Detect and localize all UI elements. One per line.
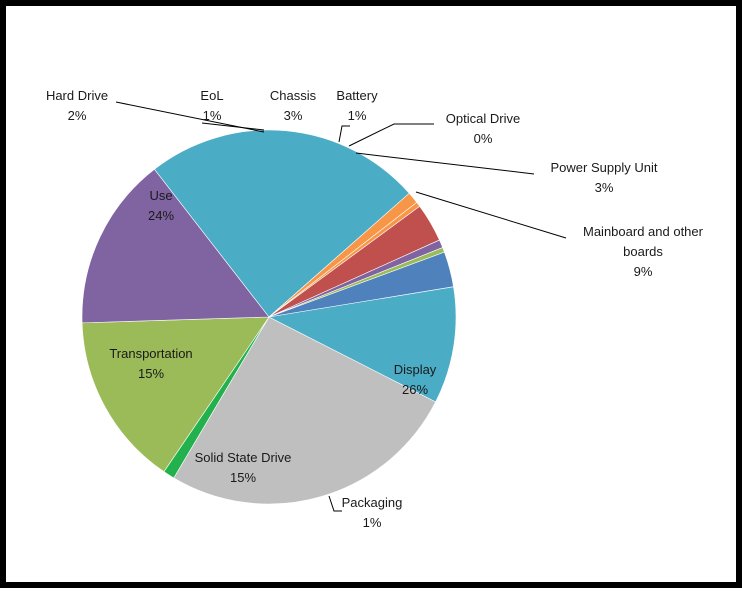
leader-line-packaging (328, 495, 342, 512)
value-label-chassis: 3% (284, 108, 303, 123)
pie-slice-use (153, 129, 410, 318)
data-label-eol: EoL 1% (200, 88, 223, 123)
value-label-optical-drive: 0% (474, 131, 493, 146)
category-label-chassis: Chassis (270, 88, 317, 103)
category-label-eol: EoL (200, 88, 223, 103)
category-label-solid-state-drive: Solid State Drive (195, 450, 292, 465)
value-label-mainboard-and-other-boards: 9% (634, 264, 653, 279)
data-label-transportation: Transportation 15% (109, 346, 192, 381)
value-label-display: 26% (402, 382, 428, 397)
value-label-use: 24% (148, 208, 174, 223)
category-label-power-supply-unit: Power Supply Unit (551, 160, 658, 175)
data-label-optical-drive: Optical Drive 0% (446, 111, 520, 146)
value-label-packaging: 1% (363, 515, 382, 530)
data-label-chassis: Chassis 3% (270, 88, 317, 123)
value-label-transportation: 15% (138, 366, 164, 381)
value-label-hard-drive: 2% (68, 108, 87, 123)
category-label-display: Display (394, 362, 437, 377)
category-label-optical-drive: Optical Drive (446, 111, 520, 126)
category-label-transportation: Transportation (109, 346, 192, 361)
pie-slice-display (173, 316, 437, 505)
value-label-battery: 1% (348, 108, 367, 123)
pie-slice-solid-state-drive (81, 316, 270, 473)
category-label-hard-drive: Hard Drive (46, 88, 108, 103)
value-label-solid-state-drive: 15% (230, 470, 256, 485)
data-label-mainboard-and-other-boards: Mainboard and other boards 9% (583, 224, 704, 279)
category-label-battery: Battery (336, 88, 378, 103)
pie-slice-transportation (81, 168, 270, 324)
leader-line-battery (338, 125, 350, 143)
leader-line-mainboard-and-other-boards (415, 191, 567, 239)
leader-line-eol (201, 122, 265, 131)
value-label-power-supply-unit: 3% (595, 180, 614, 195)
data-label-battery: Battery 1% (336, 88, 378, 123)
pie-slice-mainboard-and-other-boards (268, 286, 457, 403)
category-label-use: Use (149, 188, 172, 203)
value-label-eol: 1% (203, 108, 222, 123)
data-label-display: Display 26% (394, 362, 437, 397)
data-label-power-supply-unit: Power Supply Unit 3% (551, 160, 658, 195)
data-label-packaging: Packaging 1% (342, 495, 403, 530)
leader-line-power-supply-unit (355, 152, 535, 175)
pie-chart: Display 26% Packaging 1% Solid State Drive 15… (46, 88, 704, 530)
data-label-solid-state-drive: Solid State Drive 15% (195, 450, 292, 485)
leader-line-optical-drive (348, 123, 434, 147)
data-label-hard-drive: Hard Drive 2% (46, 88, 108, 123)
category-label-packaging: Packaging (342, 495, 403, 510)
category-label-mainboard-and-other-boards: Mainboard and other (583, 224, 704, 239)
category-label-mainboard-and-other-boards: boards (623, 244, 663, 259)
data-label-use: Use 24% (148, 188, 174, 223)
